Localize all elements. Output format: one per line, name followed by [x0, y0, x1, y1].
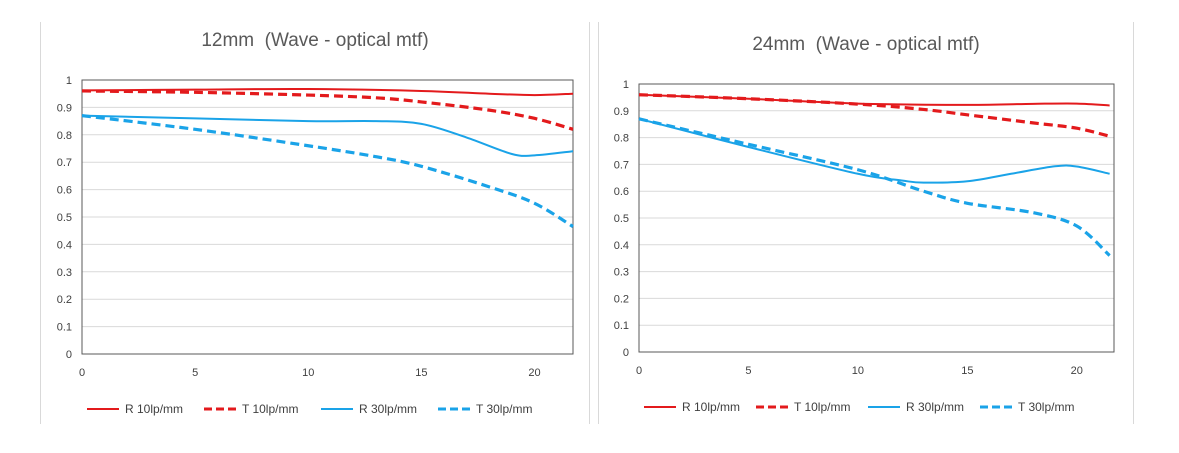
- y-tick-label: 0.3: [614, 267, 629, 279]
- x-tick-label: 0: [636, 365, 642, 377]
- x-tick-label: 20: [1071, 365, 1083, 377]
- series-line-t-30lp-mm: [81, 114, 574, 228]
- chart-title: 24mm (Wave - optical mtf): [752, 34, 980, 55]
- y-tick-label: 0.6: [57, 185, 72, 197]
- x-tick-label: 10: [302, 367, 314, 379]
- legend-label: T 30lp/mm: [1018, 400, 1074, 414]
- x-tick-label: 10: [852, 365, 864, 377]
- chart-24mm: 00.10.20.30.40.50.60.70.80.910 5 10 15 20R 1…: [614, 79, 1115, 414]
- legend-label: R 30lp/mm: [359, 402, 417, 416]
- y-tick-label: 0.9: [57, 102, 72, 114]
- y-tick-label: 1: [623, 79, 629, 91]
- legend-label: R 10lp/mm: [125, 402, 183, 416]
- chart-panel-12mm: 12mm (Wave - optical mtf) 0 0.1 0.2 0.3 0.4 0…: [40, 22, 590, 424]
- series-line-r-30lp-mm: [81, 114, 574, 157]
- y-tick-label: 0.5: [614, 213, 629, 225]
- series-line-r-30lp-mm: [638, 117, 1110, 184]
- y-tick-label: 0.8: [57, 130, 72, 142]
- y-tick-label: 0: [66, 349, 72, 361]
- chart-title: 12mm (Wave - optical mtf): [201, 30, 429, 51]
- y-tick-label: 0: [623, 347, 629, 359]
- plot-area-border: [638, 83, 1115, 353]
- series-line-t-10lp-mm: [638, 93, 1111, 138]
- y-tick-label: 0.9: [614, 106, 629, 118]
- legend-label: T 10lp/mm: [242, 402, 298, 416]
- x-tick-label: 0: [79, 367, 85, 379]
- x-tick-label: 5: [745, 365, 751, 377]
- legend-label: R 30lp/mm: [906, 400, 964, 414]
- legend-label: R 10lp/mm: [682, 400, 740, 414]
- y-tick-label: 0.7: [57, 157, 72, 169]
- y-tick-label: 0.3: [57, 267, 72, 279]
- y-tick-label: 0.8: [614, 133, 629, 145]
- y-tick-label: 0.1: [57, 322, 72, 334]
- legend-label: T 30lp/mm: [476, 402, 532, 416]
- x-tick-label: 15: [961, 365, 973, 377]
- series-line-r-10lp-mm: [81, 87, 574, 97]
- y-tick-label: 0.7: [614, 159, 629, 171]
- y-tick-label: 0.5: [57, 212, 72, 224]
- y-tick-label: 0.6: [614, 186, 629, 198]
- x-tick-label: 20: [528, 367, 540, 379]
- series-line-t-30lp-mm: [638, 117, 1111, 257]
- y-tick-label: 0.1: [614, 320, 629, 332]
- y-tick-label: 0.2: [614, 293, 629, 305]
- chart-12mm: 00.10.20.30.40.50.60.70.80.910 5 10 15 20R 1…: [57, 75, 574, 416]
- y-tick-label: 0.2: [57, 294, 72, 306]
- plot-area-border: [81, 79, 574, 355]
- x-tick-label: 15: [415, 367, 427, 379]
- series-line-t-10lp-mm: [81, 89, 574, 131]
- y-tick-label: 0.4: [57, 239, 72, 251]
- chart-panel-24mm: 24mm (Wave - optical mtf) 0 0.1 0.2 0.3 0.4 0…: [598, 22, 1134, 424]
- y-tick-label: 1: [66, 75, 72, 87]
- x-tick-label: 5: [192, 367, 198, 379]
- legend-label: T 10lp/mm: [794, 400, 850, 414]
- y-tick-label: 0.4: [614, 240, 629, 252]
